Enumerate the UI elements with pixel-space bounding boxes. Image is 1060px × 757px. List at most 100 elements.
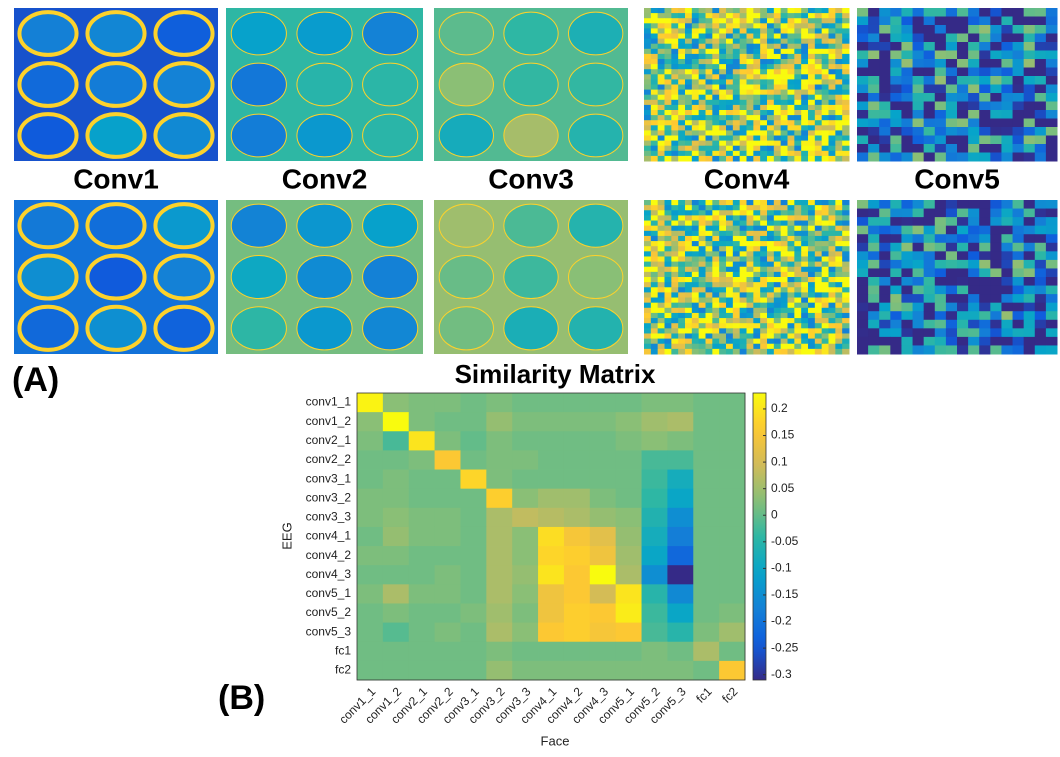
feature-pixel (945, 144, 958, 153)
feature-blob (503, 113, 559, 158)
feature-pixel (664, 266, 672, 273)
feature-pixel (685, 235, 693, 242)
feature-pixel (644, 110, 652, 116)
feature-pixel (780, 23, 788, 29)
feature-pixel (691, 69, 700, 75)
feature-pixel (698, 79, 706, 85)
feature-pixel (814, 277, 823, 283)
feature-pixel (912, 118, 925, 128)
feature-pixel (691, 210, 700, 216)
feature-pixel (671, 220, 679, 227)
feature-pixel (685, 33, 693, 40)
feature-pixel (901, 234, 914, 244)
y-tick-label: conv4_2 (306, 548, 352, 562)
feature-pixel (760, 115, 768, 121)
feature-pixel (780, 140, 788, 147)
feature-pixel (857, 294, 869, 304)
feature-pixel (879, 294, 891, 304)
feature-pixel (842, 43, 850, 50)
feature-pixel (968, 76, 980, 85)
feature-pixel (1001, 259, 1014, 269)
feature-pixel (979, 127, 991, 136)
feature-pixel (808, 18, 816, 24)
feature-pixel (821, 277, 829, 283)
feature-pixel (739, 323, 747, 329)
feature-pixel (650, 120, 659, 126)
feature-pixel (1023, 84, 1036, 94)
feature-pixel (760, 297, 768, 304)
feature-pixel (685, 125, 693, 131)
feature-pixel (923, 50, 936, 60)
feature-pixel (780, 328, 788, 334)
heatmap-cell (693, 488, 720, 509)
feature-pixel (879, 25, 891, 34)
feature-pixel (753, 59, 761, 65)
feature-pixel (726, 200, 734, 206)
feature-pixel (1045, 294, 1058, 304)
feature-pixel (1045, 25, 1058, 34)
feature-pixel (794, 115, 802, 121)
feature-pixel (1001, 345, 1014, 355)
feature-pixel (1023, 217, 1036, 227)
heatmap-cell (538, 488, 565, 509)
feature-pixel (842, 120, 850, 126)
feature-pixel (857, 118, 869, 128)
heatmap-cell (615, 603, 642, 623)
feature-pixel (760, 145, 768, 152)
heatmap-cell (408, 450, 435, 470)
feature-pixel (746, 79, 754, 85)
feature-pixel (712, 145, 720, 152)
feature-pixel (945, 302, 958, 312)
feature-pixel (780, 79, 788, 85)
feature-pixel (990, 67, 1002, 77)
feature-pixel (773, 115, 782, 121)
feature-pixel (945, 259, 958, 269)
feature-pixel (685, 115, 693, 121)
feature-pixel (780, 210, 788, 216)
feature-blob (362, 113, 419, 158)
heatmap-cell (615, 431, 642, 451)
feature-pixel (990, 294, 1002, 304)
feature-pixel (726, 150, 734, 157)
feature-pixel (814, 64, 823, 70)
heatmap-cell (563, 412, 591, 432)
heatmap-cell (719, 565, 746, 585)
feature-pixel (705, 13, 713, 19)
feature-pixel (732, 79, 741, 85)
feature-pixel (821, 89, 829, 96)
layer-label: Conv4 (704, 163, 790, 194)
feature-pixel (773, 200, 782, 206)
heatmap-cell (460, 660, 487, 681)
feature-pixel (912, 242, 925, 252)
feature-pixel (773, 23, 782, 29)
feature-pixel (828, 251, 836, 257)
feature-pixel (739, 318, 747, 324)
feature-pixel (794, 287, 802, 293)
feature-pixel (990, 84, 1002, 94)
feature-pixel (794, 69, 802, 75)
y-tick-label: conv2_1 (306, 433, 352, 447)
feature-pixel (1034, 277, 1047, 287)
feature-pixel (753, 48, 761, 55)
colorbar-tick-label: 0.2 (771, 401, 788, 415)
feature-pixel (657, 48, 665, 55)
feature-pixel (821, 18, 829, 24)
feature-pixel (814, 292, 823, 299)
feature-pixel (739, 130, 747, 136)
feature-pixel (760, 94, 768, 101)
feature-pixel (678, 266, 686, 273)
feature-pixel (732, 150, 741, 157)
feature-pixel (990, 127, 1002, 136)
feature-pixel (705, 145, 713, 152)
feature-pixel (685, 292, 693, 299)
feature-pixel (901, 294, 914, 304)
feature-pixel (753, 150, 761, 157)
feature-pixel (712, 74, 720, 80)
y-tick-label: conv4_3 (306, 567, 352, 581)
feature-pixel (842, 23, 850, 29)
feature-pixel (842, 53, 850, 60)
feature-pixel (698, 59, 706, 65)
feature-pixel (968, 127, 980, 136)
feature-pixel (1012, 16, 1025, 26)
feature-pixel (957, 16, 969, 26)
